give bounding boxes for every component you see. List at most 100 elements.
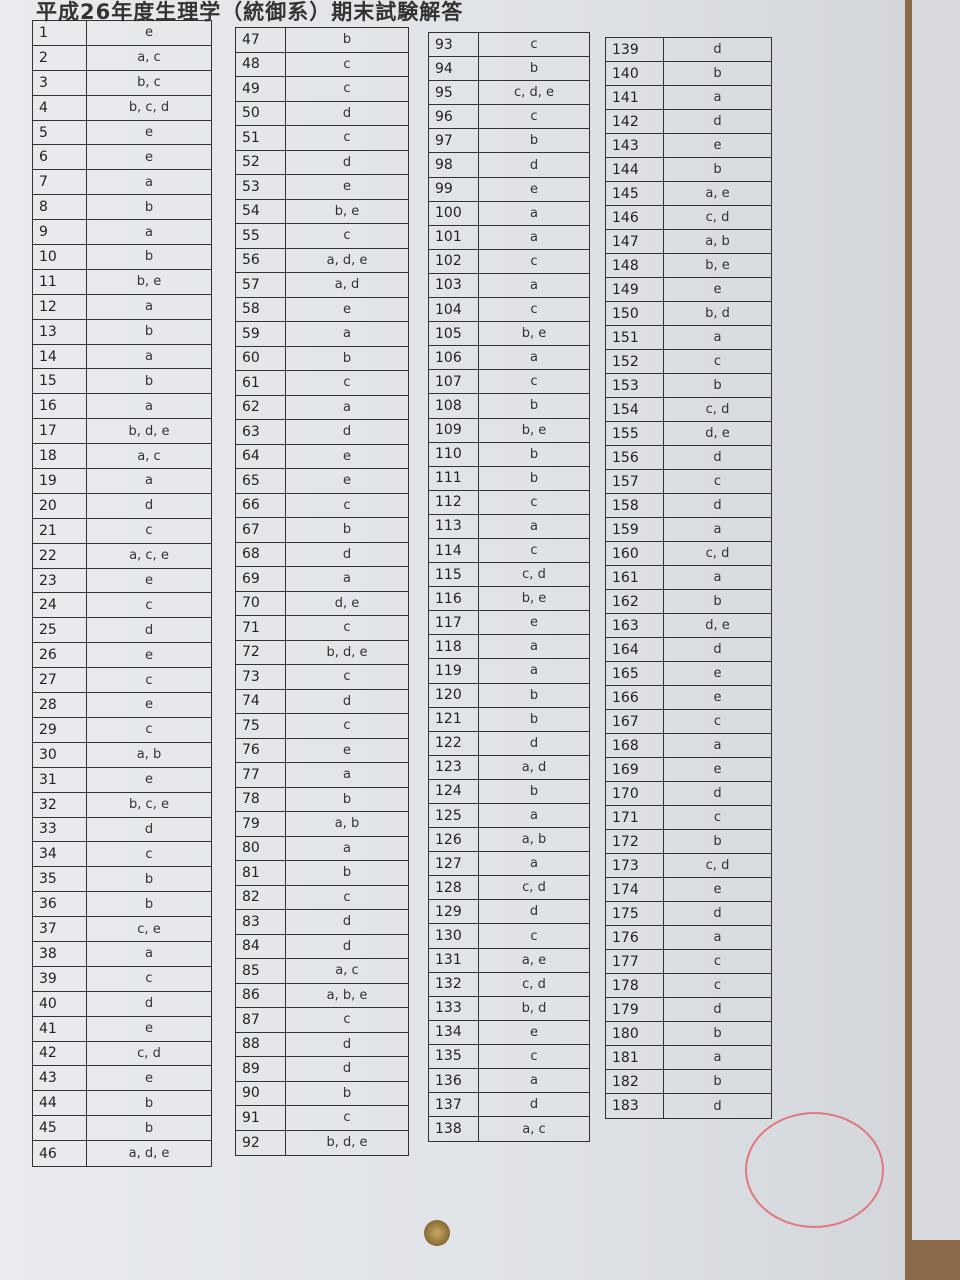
question-number: 24 <box>33 593 87 618</box>
table-row: 92 b, d, e <box>236 1130 408 1155</box>
question-number: 106 <box>429 346 479 370</box>
answer: e <box>713 762 722 777</box>
answer: b, d, e <box>326 644 368 660</box>
question-number: 175 <box>606 902 664 925</box>
question-number: 158 <box>606 494 664 517</box>
table-row: 120 b <box>429 683 589 708</box>
question-number: 151 <box>606 326 664 349</box>
table-row: 42 c, d <box>33 1041 211 1067</box>
answer: a <box>343 399 351 415</box>
question-number: 75 <box>236 714 286 738</box>
question-number: 67 <box>236 518 286 542</box>
table-row: 63 d <box>236 420 408 445</box>
question-number: 128 <box>429 876 479 900</box>
table-row: 145 a, e <box>606 182 771 206</box>
question-number: 173 <box>606 854 664 877</box>
question-number: 109 <box>429 418 479 442</box>
answer: c <box>713 810 722 825</box>
table-row: 172 b <box>606 830 771 854</box>
answer: d <box>342 914 352 930</box>
question-number: 91 <box>236 1106 286 1130</box>
table-row: 89 d <box>236 1057 408 1082</box>
answer: b <box>342 865 352 881</box>
question-number: 21 <box>33 518 87 543</box>
table-row: 60 b <box>236 346 408 371</box>
answer: b <box>713 1074 722 1089</box>
table-row: 182 b <box>606 1070 771 1094</box>
answer: c, e <box>137 921 161 937</box>
question-number: 137 <box>429 1093 479 1117</box>
answer: e <box>713 666 722 681</box>
answer: d <box>713 498 722 513</box>
answer: a <box>145 299 153 315</box>
table-row: 109 b, e <box>429 418 589 443</box>
answer: e <box>145 573 153 589</box>
answer: c <box>145 523 153 539</box>
answer: b, e <box>521 326 547 342</box>
answer: b, e <box>705 258 730 273</box>
table-row: 3 b, c <box>33 70 211 96</box>
table-row: 68 d <box>236 542 408 567</box>
question-number: 114 <box>429 538 479 563</box>
answer: b <box>713 1026 722 1041</box>
question-number: 58 <box>236 297 286 321</box>
table-row: 156 d <box>606 446 771 470</box>
table-row: 87 c <box>236 1008 408 1033</box>
table-row: 98 d <box>429 153 589 178</box>
question-number: 111 <box>429 466 479 490</box>
question-number: 148 <box>606 254 664 277</box>
answer: a <box>343 326 351 342</box>
table-row: 133 b, d <box>429 996 589 1021</box>
question-number: 41 <box>33 1016 87 1041</box>
table-row: 13 b <box>33 319 211 345</box>
question-number: 57 <box>236 273 286 297</box>
answer: a <box>530 663 538 679</box>
answer: d <box>144 498 154 514</box>
answer-table: 93 c 94 b 95 c, d, e 96 c 97 b 98 d 99 e 100 a 101 a 102 c 1… <box>428 32 590 1143</box>
answer: d <box>342 1061 352 1077</box>
question-number: 42 <box>33 1041 87 1066</box>
answer: b, e <box>521 591 547 607</box>
answer: b <box>713 834 722 849</box>
table-row: 80 a <box>236 836 408 861</box>
table-row: 52 d <box>236 150 408 175</box>
question-number: 62 <box>236 395 286 419</box>
question-number: 153 <box>606 374 664 397</box>
answer: c <box>343 1012 351 1028</box>
question-number: 38 <box>33 941 87 966</box>
question-number: 97 <box>429 129 479 153</box>
table-row: 96 c <box>429 105 589 130</box>
answer: a, c, e <box>129 548 169 564</box>
answer: d <box>529 157 539 173</box>
answer: d <box>342 1036 352 1052</box>
table-row: 47 b <box>236 28 408 53</box>
table-row: 157 c <box>606 470 771 494</box>
table-row: 143 e <box>606 134 771 158</box>
answer: e <box>343 473 351 489</box>
table-row: 65 e <box>236 469 408 494</box>
table-row: 137 d <box>429 1093 589 1118</box>
answer: a <box>713 570 722 585</box>
question-number: 178 <box>606 974 664 997</box>
answer: b <box>529 711 539 727</box>
question-number: 142 <box>606 110 664 133</box>
table-row: 164 d <box>606 638 771 662</box>
answer: d <box>144 622 154 638</box>
question-number: 26 <box>33 643 87 668</box>
table-row: 31 e <box>33 767 211 793</box>
table-row: 62 a <box>236 395 408 420</box>
answer: b, e <box>334 203 360 219</box>
answer: e <box>530 1024 538 1040</box>
question-number: 68 <box>236 542 286 566</box>
table-row: 35 b <box>33 867 211 893</box>
answer: c <box>713 954 722 969</box>
question-number: 43 <box>33 1066 87 1091</box>
question-number: 47 <box>236 28 286 52</box>
answer: a <box>343 767 351 783</box>
answer: b <box>713 162 722 177</box>
question-number: 54 <box>236 199 286 223</box>
question-number: 168 <box>606 734 664 757</box>
table-row: 30 a, b <box>33 742 211 768</box>
